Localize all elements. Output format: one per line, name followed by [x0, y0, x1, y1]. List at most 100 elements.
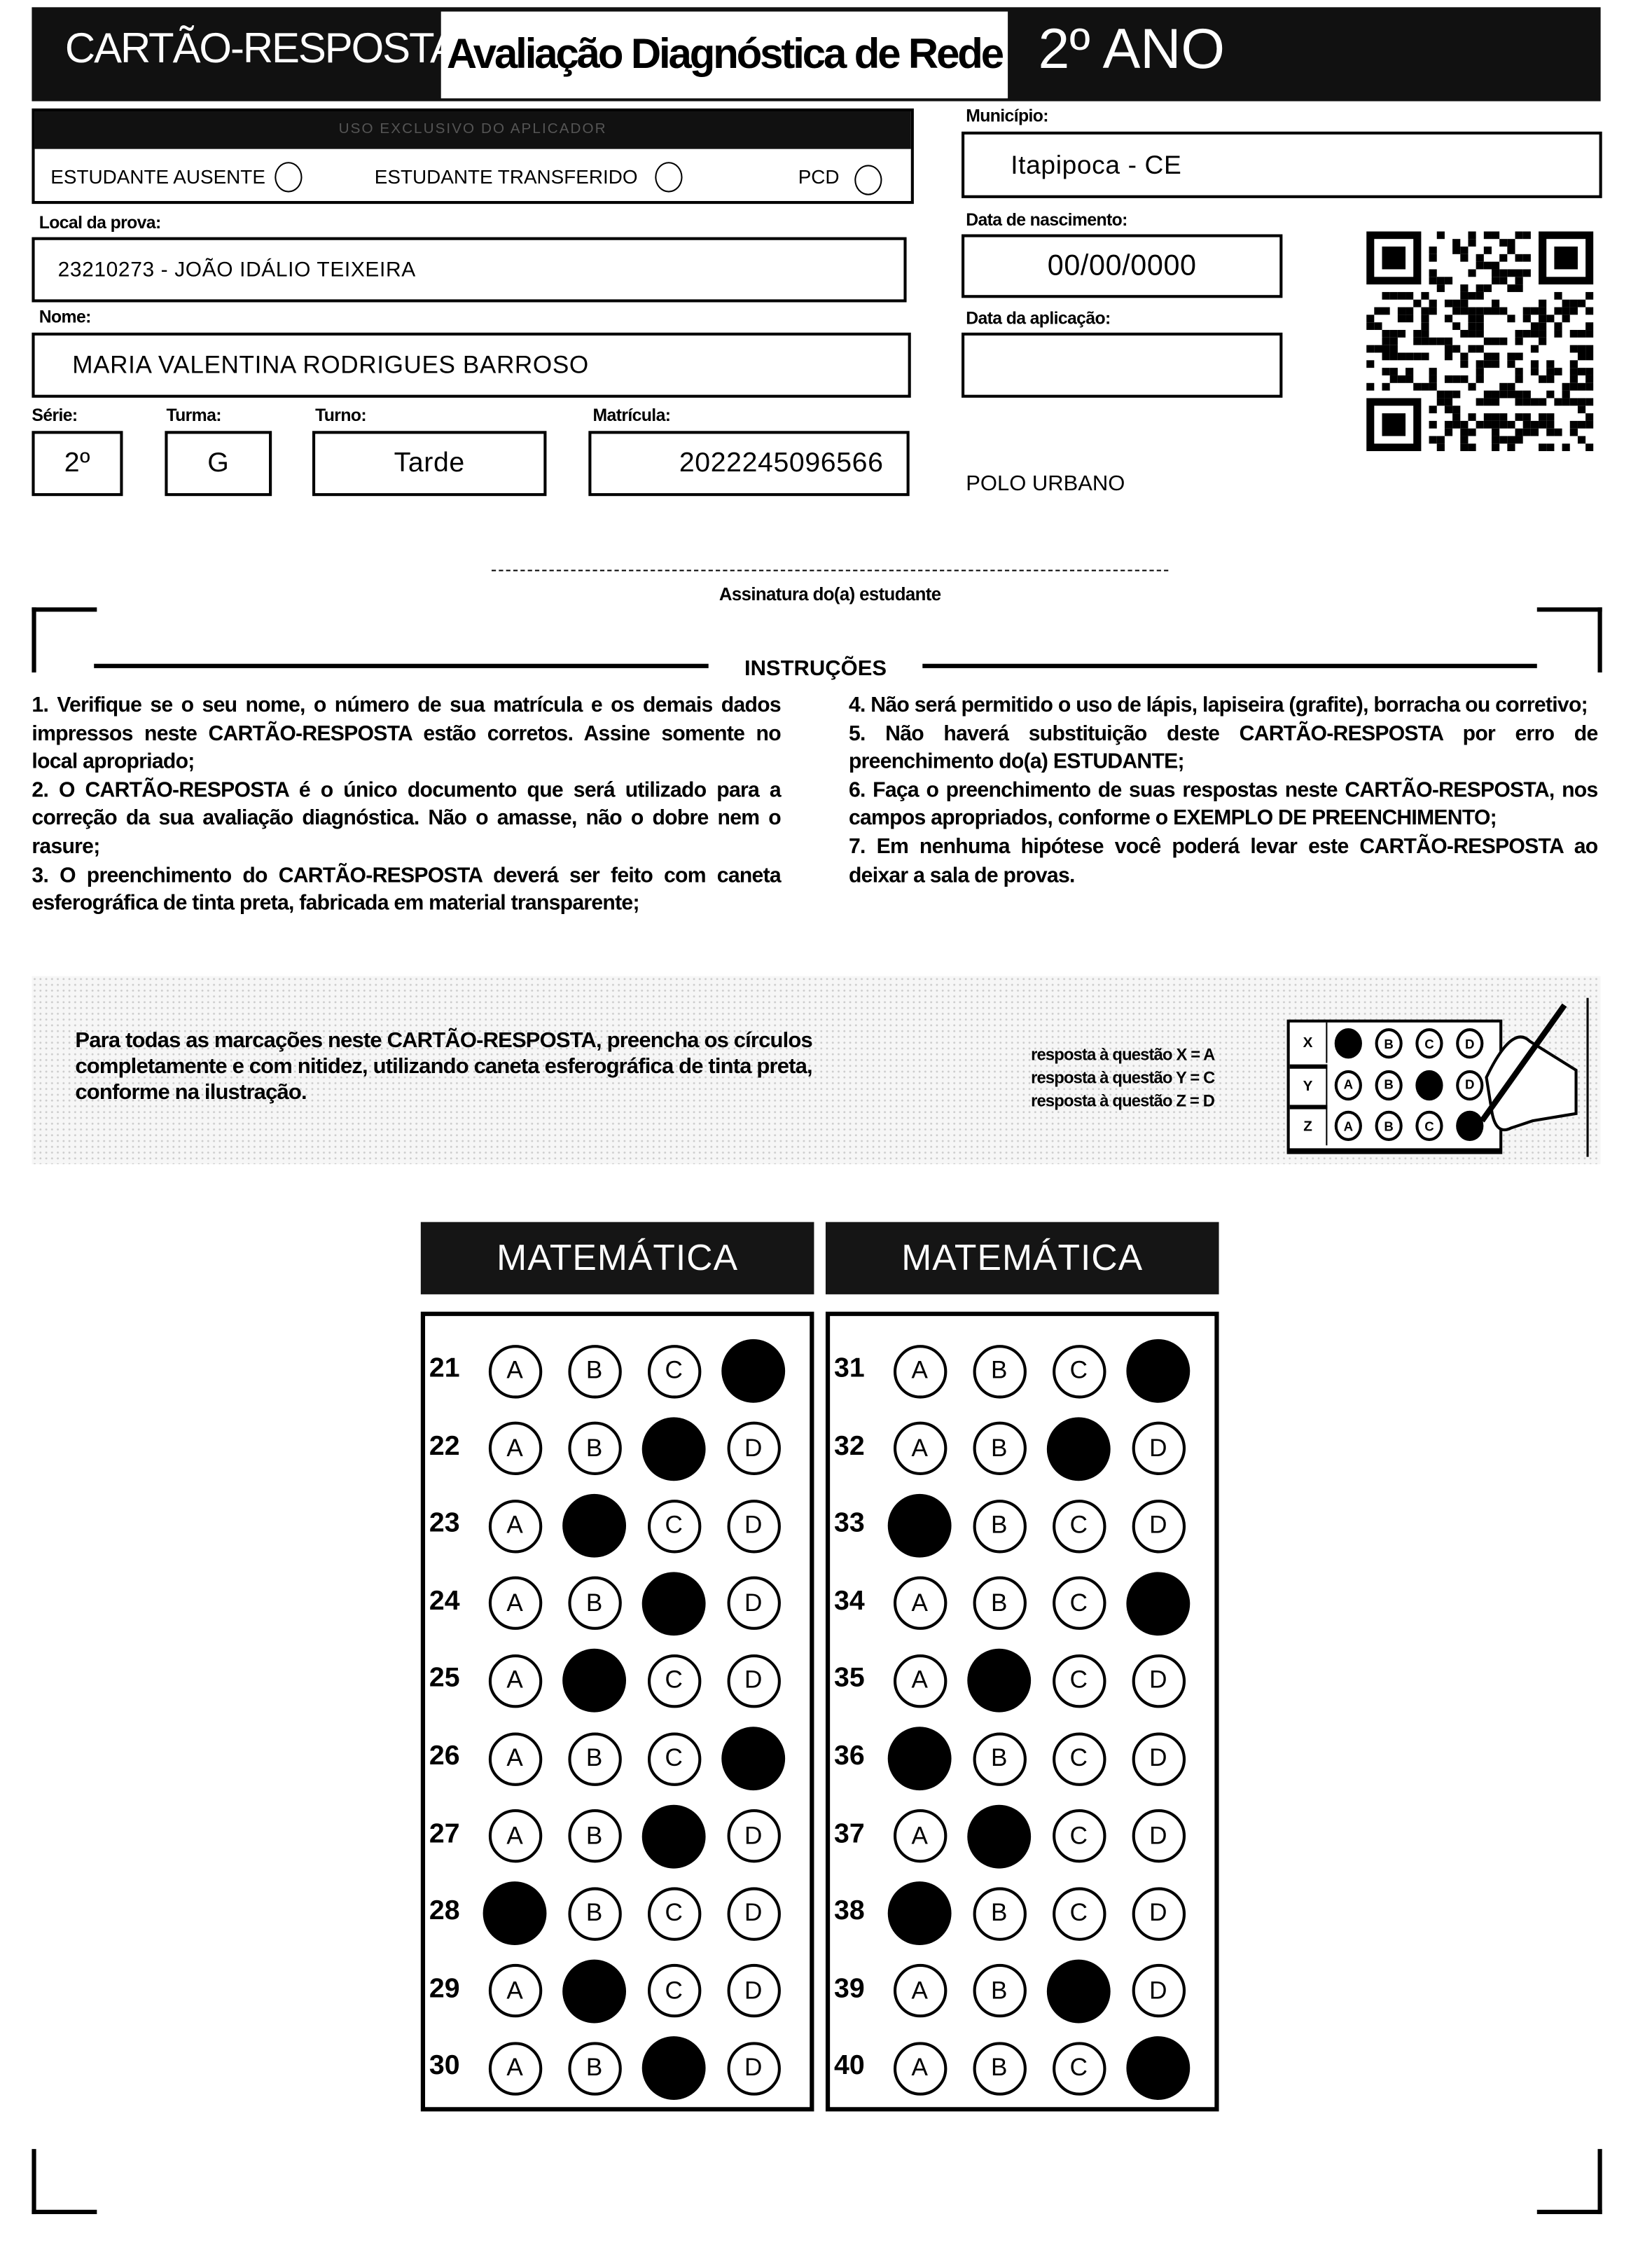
answer-bubble-a[interactable]: A: [892, 1964, 947, 2018]
answer-bubble-c-filled[interactable]: [1046, 1416, 1111, 1481]
answer-bubble-b-filled[interactable]: [967, 1649, 1032, 1713]
answer-bubble-c[interactable]: C: [646, 1964, 701, 2018]
answer-bubble-d[interactable]: D: [726, 1577, 780, 1631]
answer-bubble-a[interactable]: A: [892, 1577, 947, 1631]
absent-radio[interactable]: [275, 162, 303, 193]
answer-bubble-b[interactable]: B: [972, 1577, 1026, 1631]
transferred-radio[interactable]: [655, 162, 683, 193]
signature-line[interactable]: [491, 569, 1169, 572]
example-bubble-d: D: [1456, 1028, 1484, 1059]
example-bubble-d: [1456, 1110, 1484, 1142]
answer-bubble-b[interactable]: B: [567, 1809, 621, 1863]
answer-bubble-c-filled[interactable]: [641, 1804, 706, 1868]
answer-bubble-a[interactable]: A: [892, 2042, 947, 2096]
answer-bubble-b[interactable]: B: [972, 1886, 1026, 1941]
turno-value: Tarde: [394, 448, 465, 478]
answer-bubble-b[interactable]: B: [972, 1344, 1026, 1398]
answer-bubble-c[interactable]: C: [1052, 1886, 1106, 1941]
answer-bubble-c[interactable]: C: [1052, 1731, 1106, 1785]
answer-bubble-c[interactable]: C: [1052, 2042, 1106, 2096]
answer-bubble-b-filled[interactable]: [562, 1649, 627, 1713]
answer-bubble-c-filled[interactable]: [1046, 1959, 1111, 2024]
answer-bubble-d[interactable]: D: [1131, 1809, 1186, 1863]
answer-bubble-a[interactable]: A: [487, 2042, 542, 2096]
answer-bubble-a[interactable]: A: [892, 1421, 947, 1476]
answer-bubble-c[interactable]: C: [1052, 1809, 1106, 1863]
answer-bubble-c[interactable]: C: [646, 1344, 701, 1398]
legend-y: resposta à questão Y = C: [1031, 1070, 1215, 1088]
question-number: 39: [834, 1973, 865, 2005]
answer-bubble-b[interactable]: B: [972, 1964, 1026, 2018]
answer-bubble-a[interactable]: A: [487, 1344, 542, 1398]
answer-bubble-d[interactable]: D: [726, 1964, 780, 2018]
example-bubble-a: A: [1334, 1069, 1362, 1100]
answer-bubble-b[interactable]: B: [567, 1344, 621, 1398]
question-number: 35: [834, 1664, 865, 1694]
example-bubble-c: [1415, 1069, 1443, 1100]
answer-bubble-b[interactable]: B: [972, 1421, 1026, 1476]
answer-bubble-c[interactable]: C: [646, 1886, 701, 1941]
answer-bubble-d[interactable]: D: [726, 2042, 780, 2096]
answer-bubble-a[interactable]: A: [892, 1809, 947, 1863]
answer-bubble-a[interactable]: A: [487, 1731, 542, 1785]
answer-bubble-c-filled[interactable]: [641, 1416, 706, 1481]
answer-bubble-d[interactable]: D: [726, 1654, 780, 1708]
answer-bubble-b[interactable]: B: [972, 1731, 1026, 1785]
answer-bubble-b[interactable]: B: [972, 2042, 1026, 2096]
answer-bubble-b[interactable]: B: [567, 1421, 621, 1476]
answer-bubble-d[interactable]: D: [726, 1499, 780, 1553]
answer-bubble-a-filled[interactable]: [887, 1494, 952, 1558]
answer-bubble-a-filled[interactable]: [483, 1881, 547, 1946]
answer-bubble-b[interactable]: B: [567, 1577, 621, 1631]
answer-bubble-c[interactable]: C: [1052, 1344, 1106, 1398]
answer-bubble-d[interactable]: D: [1131, 1499, 1186, 1553]
answer-bubble-a[interactable]: A: [487, 1654, 542, 1708]
answer-bubble-a[interactable]: A: [892, 1654, 947, 1708]
answer-bubble-d-filled[interactable]: [1126, 1571, 1191, 1636]
question-number: 21: [429, 1353, 460, 1384]
answer-bubble-d[interactable]: D: [1131, 1886, 1186, 1941]
example-bubble-d: D: [1456, 1069, 1484, 1100]
answer-bubble-d-filled[interactable]: [721, 1727, 786, 1791]
answer-bubble-c-filled[interactable]: [641, 1571, 706, 1636]
answer-bubble-d[interactable]: D: [1131, 1421, 1186, 1476]
answer-bubble-b[interactable]: B: [567, 1731, 621, 1785]
answer-bubble-d[interactable]: D: [726, 1809, 780, 1863]
answer-bubble-c[interactable]: C: [1052, 1499, 1106, 1553]
answer-bubble-d[interactable]: D: [1131, 1654, 1186, 1708]
answer-bubble-d-filled[interactable]: [721, 1339, 786, 1403]
answer-bubble-a[interactable]: A: [487, 1964, 542, 2018]
question-number: 31: [834, 1353, 865, 1384]
answer-bubble-a[interactable]: A: [487, 1809, 542, 1863]
turno-field: Tarde: [312, 431, 547, 497]
answer-bubble-a[interactable]: A: [487, 1421, 542, 1476]
answer-bubble-a-filled[interactable]: [887, 1881, 952, 1946]
answer-bubble-a[interactable]: A: [487, 1499, 542, 1553]
answer-bubble-d-filled[interactable]: [1126, 2036, 1191, 2101]
answer-bubble-d[interactable]: D: [1131, 1731, 1186, 1785]
answer-bubble-b-filled[interactable]: [967, 1804, 1032, 1868]
answer-bubble-c[interactable]: C: [646, 1731, 701, 1785]
answer-bubble-b-filled[interactable]: [562, 1959, 627, 2024]
answer-bubble-c-filled[interactable]: [641, 2036, 706, 2101]
answer-bubble-c[interactable]: C: [646, 1499, 701, 1553]
answer-bubble-b[interactable]: B: [567, 1886, 621, 1941]
answer-bubble-c[interactable]: C: [1052, 1577, 1106, 1631]
answer-bubble-c[interactable]: C: [1052, 1654, 1106, 1708]
answer-bubble-a[interactable]: A: [892, 1344, 947, 1398]
answer-bubble-b-filled[interactable]: [562, 1494, 627, 1558]
answer-bubble-c[interactable]: C: [646, 1654, 701, 1708]
answer-bubble-a[interactable]: A: [487, 1577, 542, 1631]
corner-mark-bl: [32, 2149, 97, 2215]
answer-bubble-b[interactable]: B: [972, 1499, 1026, 1553]
pcd-radio[interactable]: [854, 165, 882, 195]
answer-bubble-d[interactable]: D: [1131, 1964, 1186, 2018]
turma-label: Turma:: [166, 405, 221, 426]
answer-bubble-a-filled[interactable]: [887, 1727, 952, 1791]
answer-bubble-d-filled[interactable]: [1126, 1339, 1191, 1403]
answer-bubble-d[interactable]: D: [726, 1421, 780, 1476]
instructions-left: 1. Verifique se o seu nome, o número de …: [32, 693, 781, 920]
answer-bubble-d[interactable]: D: [726, 1886, 780, 1941]
answer-bubble-b[interactable]: B: [567, 2042, 621, 2096]
